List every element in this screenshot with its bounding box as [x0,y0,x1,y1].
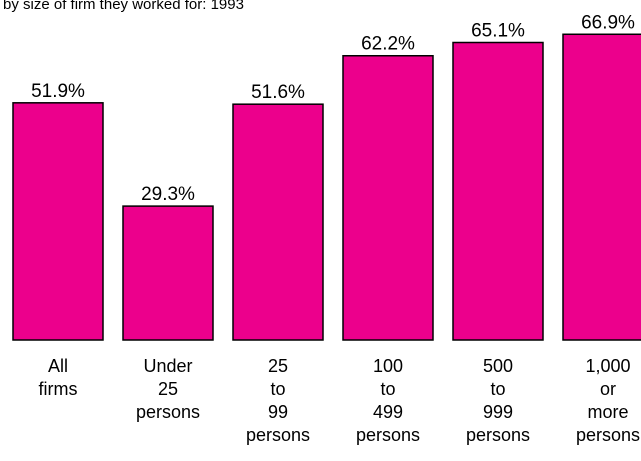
data-label-4: 65.1% [471,20,525,41]
category-label-2-line-0: 25 [268,356,288,376]
category-label-5-line-3: persons [576,425,640,445]
category-label-1-line-0: Under [143,356,192,376]
category-label-5-line-0: 1,000 [585,356,630,376]
category-label-3-line-3: persons [356,425,420,445]
category-label-3-line-0: 100 [373,356,403,376]
category-label-4-line-0: 500 [483,356,513,376]
bar-1 [122,205,214,341]
data-label-1: 29.3% [141,184,195,205]
category-label-2-line-2: 99 [268,402,288,422]
category-label-5-line-2: more [587,402,628,422]
bar-2 [232,103,324,341]
data-label-5: 66.9% [581,12,635,33]
category-label-0-line-0: All [48,356,68,376]
data-label-2: 51.6% [251,82,305,103]
data-label-3: 62.2% [361,34,415,55]
category-label-1-line-2: persons [136,402,200,422]
bar-5 [562,33,641,341]
bar-3 [342,54,434,341]
category-label-3-line-1: to [380,379,395,399]
bar-4 [452,41,544,341]
category-label-0-line-1: firms [39,379,78,399]
bar-0 [12,102,104,341]
data-label-0: 51.9% [31,81,85,102]
category-label-4-line-1: to [490,379,505,399]
category-label-4-line-3: persons [466,425,530,445]
category-label-2-line-3: persons [246,425,310,445]
category-label-3-line-2: 499 [373,402,403,422]
category-label-1-line-1: 25 [158,379,178,399]
chart-subtitle: by size of firm they worked for: 1993 [3,0,244,13]
category-label-5-line-1: or [600,379,616,399]
category-label-2-line-1: to [270,379,285,399]
category-label-4-line-2: 999 [483,402,513,422]
